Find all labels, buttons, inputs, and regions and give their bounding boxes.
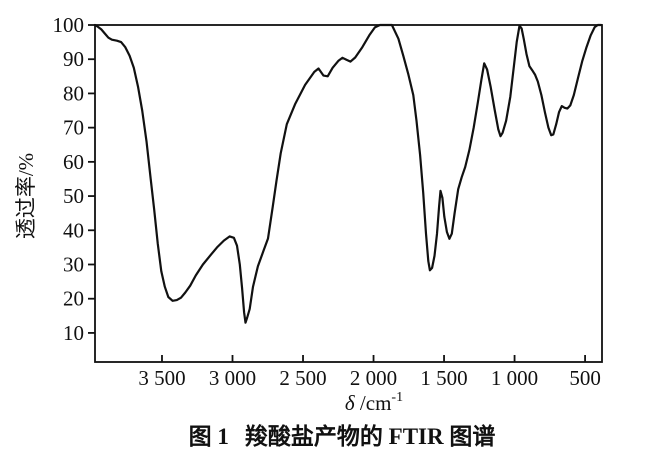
x-axis-tick-labels: 3 500 3 000 2 500 2 000 1 500 1 000 500 [138,366,600,390]
y-tick-label: 100 [53,13,85,37]
y-axis-label: 透过率/% [14,153,38,239]
y-tick-label: 30 [63,252,84,276]
x-axis-label-unit: /cm [355,391,392,415]
x-tick-label: 1 500 [420,366,467,390]
x-axis-label: δ /cm-1 [345,390,403,415]
y-tick-label: 70 [63,116,84,140]
y-tick-label: 20 [63,287,84,311]
x-axis-label-sup: -1 [391,390,403,405]
x-axis-label-symbol: δ [345,391,356,415]
y-axis-tick-labels: 100 90 80 70 60 50 40 30 20 10 [53,13,85,345]
x-tick-label: 1 000 [491,366,538,390]
figure-caption-label: 图 1 [189,424,229,449]
x-axis-ticks [161,355,586,362]
x-tick-label: 3 500 [138,366,185,390]
x-tick-label: 3 000 [209,366,256,390]
y-tick-label: 60 [63,150,84,174]
y-tick-label: 80 [63,81,84,105]
y-tick-label: 90 [63,47,84,71]
figure-caption-title: 羧酸盐产物的 FTIR 图谱 [245,423,495,449]
y-tick-label: 50 [63,184,84,208]
x-tick-label: 2 000 [350,366,397,390]
y-axis-ticks [88,24,95,334]
y-tick-label: 40 [63,218,84,242]
spectrum-curve [93,23,603,324]
plot-border [94,24,603,363]
x-tick-label: 500 [569,366,601,390]
figure-caption: 图 1 羧酸盐产物的 FTIR 图谱 [189,423,496,449]
x-tick-label: 2 500 [279,366,326,390]
y-tick-label: 10 [63,321,84,345]
